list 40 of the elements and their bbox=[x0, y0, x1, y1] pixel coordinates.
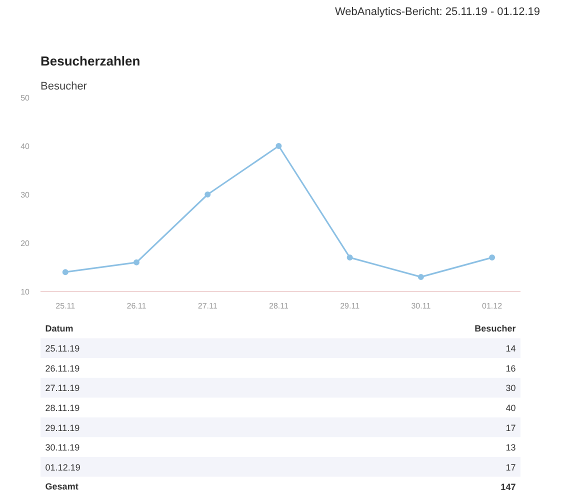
text: 29.11.19 bbox=[45, 422, 80, 433]
y-tick-label: 10 bbox=[20, 288, 30, 296]
text: 40 bbox=[506, 402, 516, 413]
text: 01.12.19 bbox=[45, 462, 80, 472]
x-tick-label: 26.11 bbox=[126, 302, 147, 310]
point bbox=[204, 192, 211, 198]
point bbox=[418, 274, 424, 280]
y-tick-label: 50 bbox=[20, 94, 30, 102]
y-tick-label: 20 bbox=[20, 239, 30, 248]
text: 16 bbox=[506, 363, 516, 374]
y-tick-label: 30 bbox=[20, 190, 30, 200]
text: 25.11.19 bbox=[45, 344, 80, 354]
chart-title: Besucherzahlen bbox=[40, 54, 140, 68]
x-tick-label: 25.11 bbox=[56, 302, 76, 310]
text: 17 bbox=[506, 422, 516, 433]
text: 30.11.19 bbox=[45, 442, 80, 453]
chart-subtitle: WebAnalytics-Bericht: 25.11.19 - 01.12.19 bbox=[334, 5, 540, 20]
x-tick-label: 30.11 bbox=[411, 302, 432, 310]
x-tick-label: 01.12 bbox=[482, 302, 503, 310]
text: Gesamt bbox=[45, 482, 78, 492]
text: 26.11.19 bbox=[45, 363, 80, 374]
text: 147 bbox=[500, 482, 516, 492]
text: 13 bbox=[506, 442, 516, 453]
text: 17 bbox=[506, 462, 516, 472]
x-tick-label: 29.11 bbox=[340, 302, 360, 310]
x-tick-label: 27.11 bbox=[198, 302, 218, 310]
point bbox=[62, 269, 68, 276]
y-tick-label: 40 bbox=[20, 142, 30, 151]
point bbox=[134, 259, 140, 266]
text: 28.11.19 bbox=[45, 402, 80, 413]
text: Besucher bbox=[474, 323, 516, 334]
text: 27.11.19 bbox=[45, 383, 80, 394]
point bbox=[276, 143, 282, 149]
text: 14 bbox=[506, 344, 516, 354]
point bbox=[346, 254, 353, 261]
text: Datum bbox=[45, 323, 74, 334]
point bbox=[489, 254, 496, 261]
x-tick-label: 28.11 bbox=[269, 302, 289, 310]
y-axis-title: Besucher bbox=[40, 80, 88, 92]
text: 30 bbox=[506, 383, 516, 394]
